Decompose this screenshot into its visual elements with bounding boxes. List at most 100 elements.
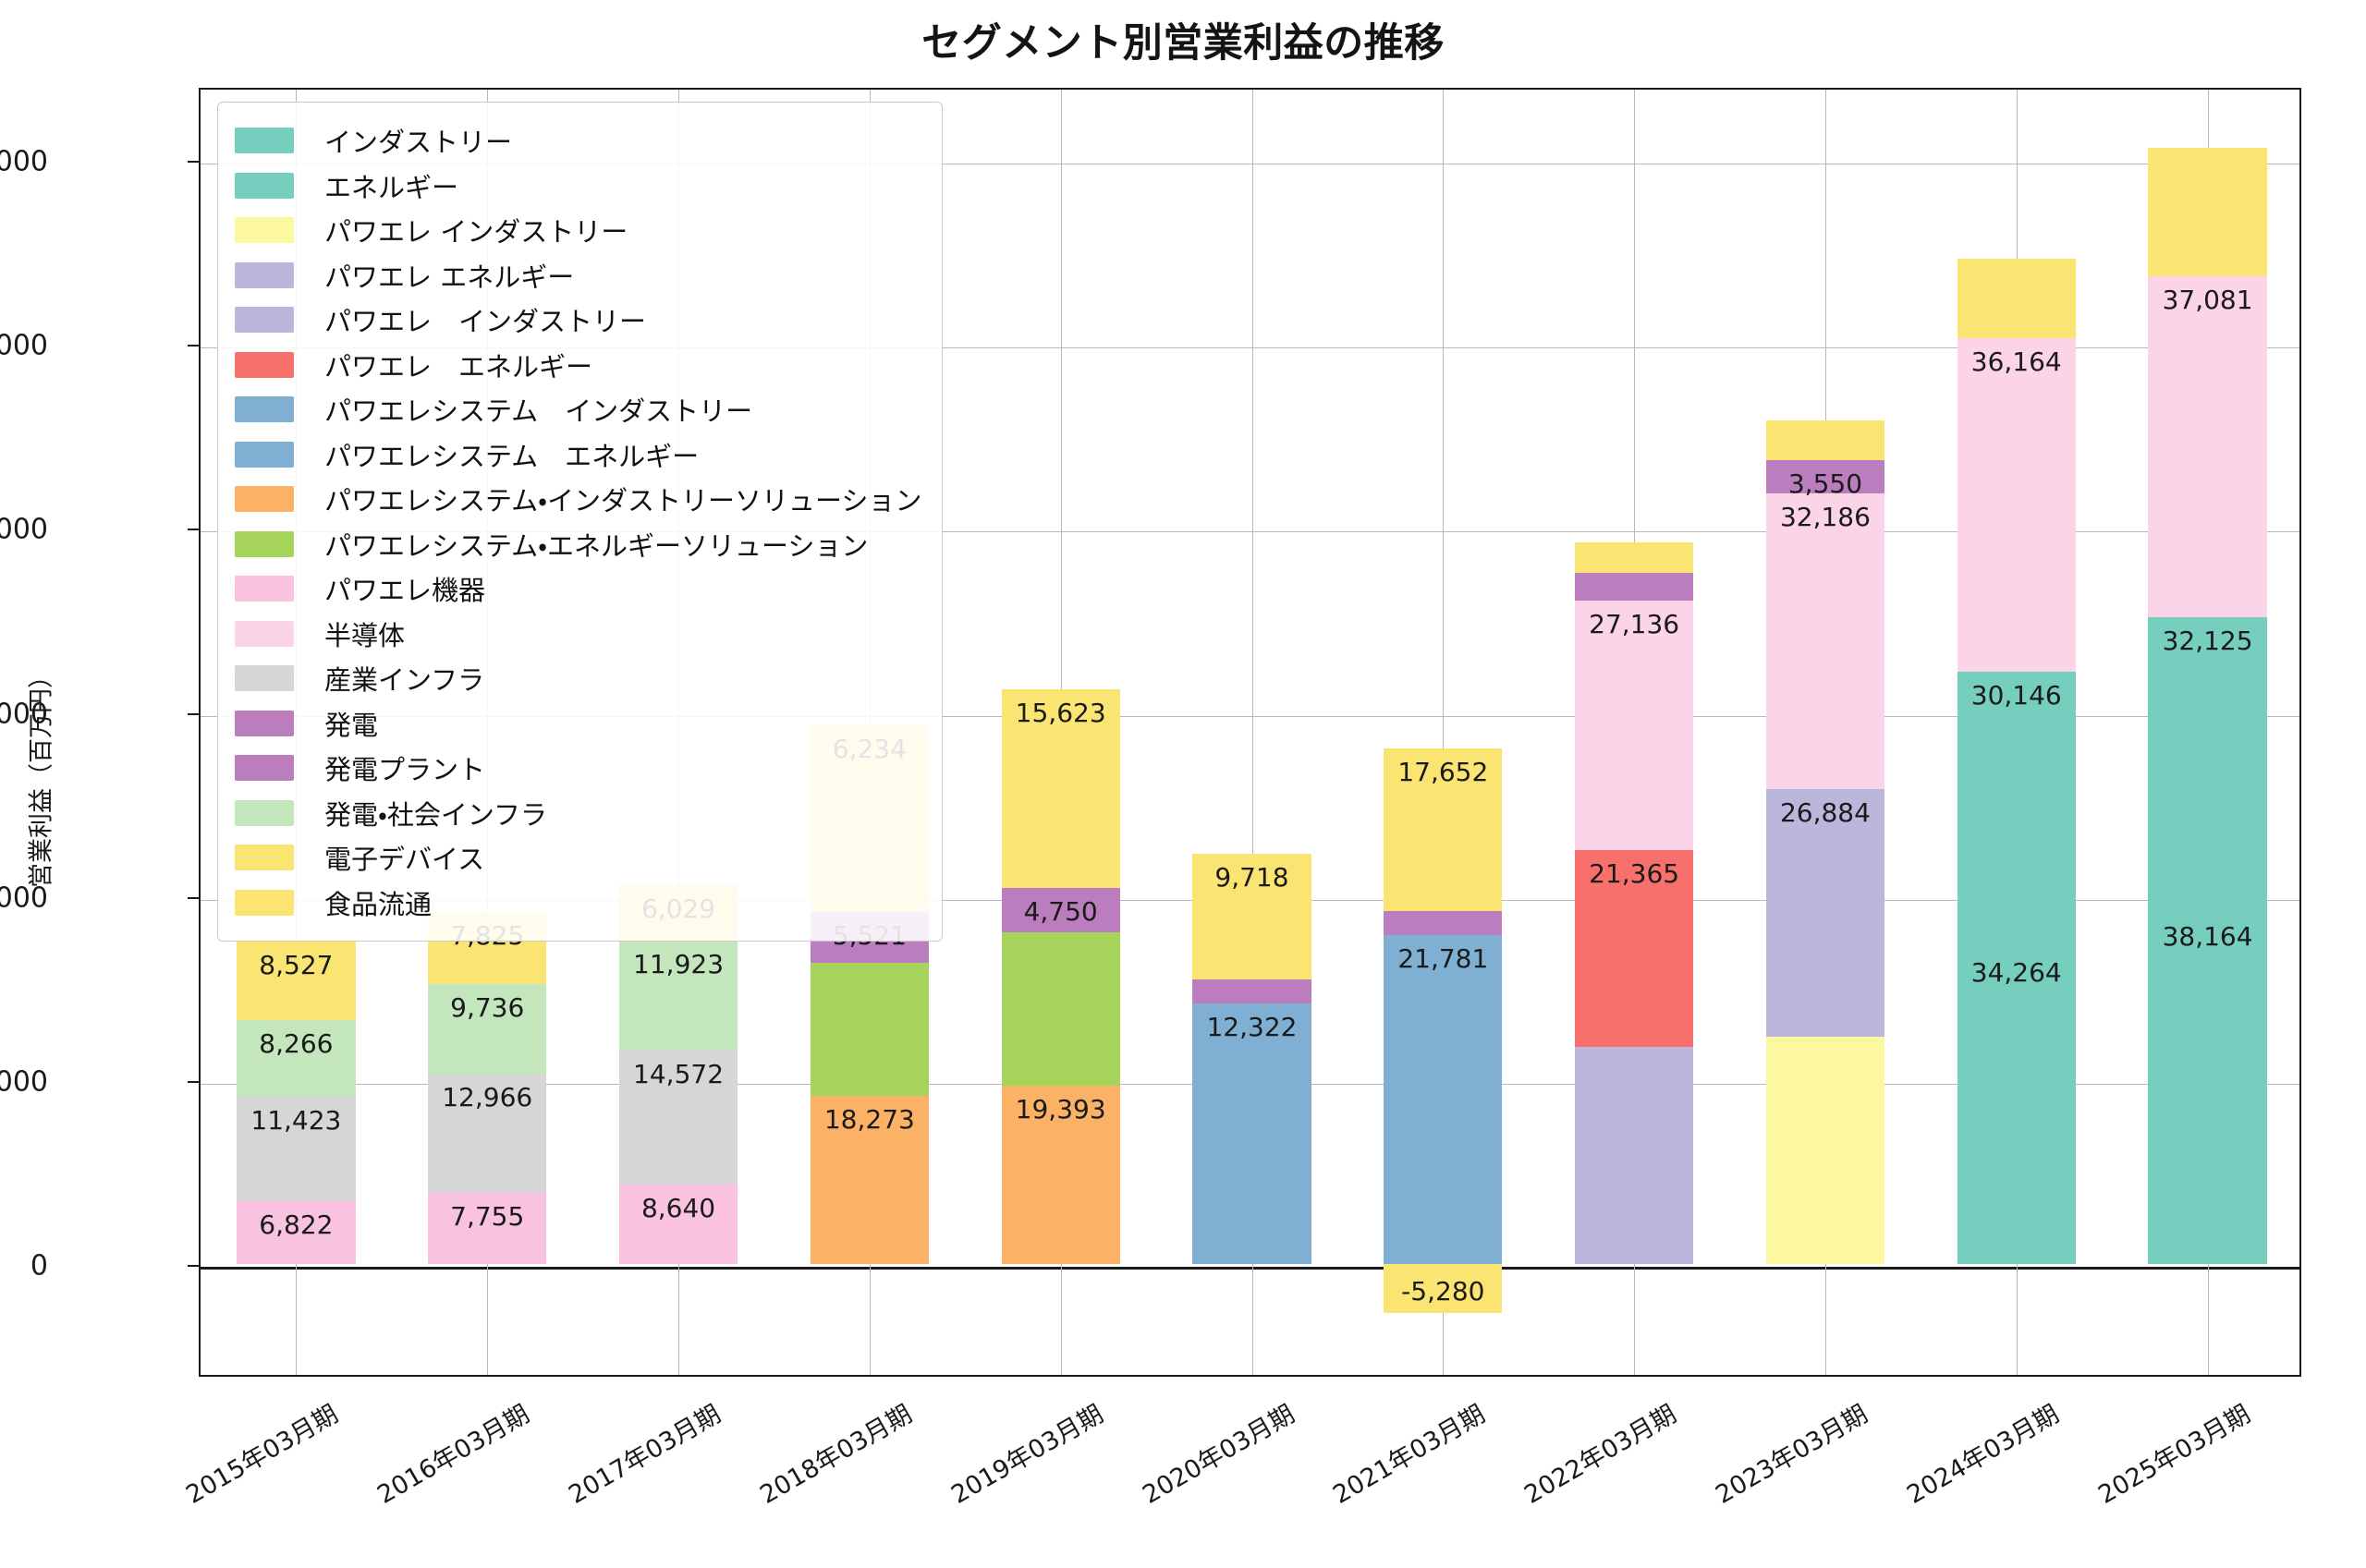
- bar-segment[interactable]: [2148, 275, 2267, 618]
- bar-value-label: 37,081: [2162, 284, 2253, 315]
- bar-stack[interactable]: 21,365 27,136: [1575, 86, 1694, 1375]
- bar-segment[interactable]: [1575, 1047, 1694, 1265]
- bar-segment[interactable]: [1575, 600, 1694, 851]
- bar-segment[interactable]: [1192, 1003, 1311, 1265]
- legend-item[interactable]: パワエレシステム インダストリー: [235, 387, 921, 432]
- bar-value-label: 15,623: [1015, 697, 1106, 728]
- bar-segment[interactable]: [1957, 338, 2076, 672]
- bar-segment[interactable]: [1384, 748, 1503, 911]
- legend-item[interactable]: 食品流通: [235, 881, 921, 926]
- bar-segment[interactable]: [1957, 258, 2076, 339]
- bar-segment[interactable]: [1765, 460, 1885, 493]
- legend-item[interactable]: パワエレシステム・エネルギーソリューション: [235, 522, 921, 567]
- bar-segment[interactable]: [1001, 888, 1120, 932]
- bar-segment[interactable]: [428, 983, 547, 1074]
- bar-segment[interactable]: [1384, 910, 1503, 935]
- bar-segment[interactable]: [237, 1201, 356, 1265]
- bar-segment[interactable]: [1765, 419, 1885, 461]
- bar-segment[interactable]: [618, 1051, 738, 1185]
- legend-item-label: 発電: [324, 709, 379, 741]
- bar-segment[interactable]: [1384, 934, 1503, 1265]
- bar-segment[interactable]: [2148, 913, 2267, 1265]
- bar-segment[interactable]: [2148, 148, 2267, 276]
- bar-segment[interactable]: [810, 963, 929, 1097]
- bar-segment[interactable]: [1575, 850, 1694, 1048]
- bar-segment[interactable]: [2148, 617, 2267, 914]
- bar-stack[interactable]: 6,822 11,423 8,266 8,527: [237, 86, 356, 1375]
- bar-segment[interactable]: [1001, 688, 1120, 889]
- x-tick-label: 2022年03月期: [1519, 1400, 1682, 1510]
- y-tick-mark: [188, 896, 199, 899]
- bar-segment[interactable]: [1765, 492, 1885, 790]
- legend-item[interactable]: パワエレ機器: [235, 566, 921, 612]
- bar-segment-negative[interactable]: [1384, 1264, 1503, 1314]
- legend-item-label: 発電プラント: [324, 754, 486, 786]
- y-axis-label: 営業利益（百万円）: [27, 663, 56, 888]
- bar-segment[interactable]: [1001, 931, 1120, 1087]
- bar-stack[interactable]: 12,322 9,718: [1192, 86, 1311, 1375]
- bar-segment[interactable]: [1765, 1037, 1885, 1265]
- bar-segment[interactable]: [237, 1020, 356, 1097]
- bar-value-label: 12,322: [1206, 1012, 1298, 1043]
- legend-item[interactable]: パワエレ エネルギー: [235, 343, 921, 388]
- x-tick-label: 2017年03月期: [564, 1400, 726, 1510]
- legend-item-label: パワエレシステム エネルギー: [324, 440, 700, 472]
- bar-segment[interactable]: [1957, 949, 2076, 1265]
- legend-item[interactable]: 産業インフラ: [235, 656, 921, 701]
- bar-value-label: 18,273: [823, 1104, 915, 1136]
- bar-value-label: 38,164: [2162, 921, 2253, 953]
- legend-color-swatch: [235, 889, 294, 916]
- bar-value-label: -5,280: [1401, 1276, 1485, 1307]
- legend-item[interactable]: インダストリー: [235, 118, 921, 164]
- bar-segment[interactable]: [1575, 573, 1694, 601]
- bar-value-label: 17,652: [1397, 757, 1489, 788]
- legend-item[interactable]: 発電プラント: [235, 746, 921, 791]
- legend-color-swatch: [235, 172, 294, 199]
- bar-stack[interactable]: 38,164 32,125 37,081: [2148, 86, 2267, 1375]
- bar-segment[interactable]: [428, 1193, 547, 1265]
- bar-segment[interactable]: [810, 1096, 929, 1265]
- bar-value-label: 6,822: [259, 1209, 334, 1241]
- bar-segment[interactable]: [618, 941, 738, 1051]
- legend-item[interactable]: 発電・社会インフラ: [235, 791, 921, 836]
- bar-value-label: 7,755: [450, 1201, 525, 1233]
- bar-stack[interactable]: 34,264 30,146 36,164: [1957, 86, 2076, 1375]
- legend-item[interactable]: エネルギー: [235, 164, 921, 209]
- legend-color-swatch: [235, 755, 294, 782]
- bar-stack[interactable]: 26,884 32,186 3,550: [1765, 86, 1885, 1375]
- bar-segment[interactable]: [428, 1073, 547, 1194]
- y-tick-mark: [188, 529, 199, 531]
- bar-segment[interactable]: [618, 1185, 738, 1265]
- y-gridline: [201, 715, 2299, 717]
- y-tick-label: 20,000: [0, 1065, 48, 1099]
- chart-legend: インダストリー エネルギー パワエレ インダストリー パワエレ エネルギー パワエレ イ…: [217, 102, 944, 942]
- bar-value-label: 26,884: [1779, 797, 1871, 829]
- bar-stack[interactable]: 19,393 4,750 15,623: [1001, 86, 1120, 1375]
- bar-segment[interactable]: [1765, 789, 1885, 1038]
- legend-item[interactable]: パワエレ エネルギー: [235, 253, 921, 298]
- bar-stack[interactable]: 21,781 17,652 -5,280: [1384, 86, 1503, 1375]
- bar-segment[interactable]: [237, 942, 356, 1021]
- y-tick-mark: [188, 345, 199, 346]
- legend-item[interactable]: 電子デバイス: [235, 835, 921, 881]
- y-tick-label: 60,000: [0, 698, 48, 731]
- legend-item[interactable]: パワエレシステム エネルギー: [235, 432, 921, 478]
- bar-value-label: 4,750: [1023, 896, 1098, 928]
- bar-segment[interactable]: [1192, 979, 1311, 1004]
- legend-item[interactable]: 半導体: [235, 612, 921, 657]
- x-tick-label: 2016年03月期: [372, 1400, 535, 1510]
- bar-segment[interactable]: [1575, 542, 1694, 574]
- legend-item[interactable]: パワエレ インダストリー: [235, 298, 921, 343]
- bar-segment[interactable]: [237, 1096, 356, 1202]
- bar-segment[interactable]: [1957, 671, 2076, 949]
- bar-segment[interactable]: [1192, 853, 1311, 980]
- bar-segment[interactable]: [1001, 1086, 1120, 1265]
- legend-item[interactable]: パワエレシステム・インダストリーソリューション: [235, 477, 921, 522]
- bar-value-label: 36,164: [1970, 346, 2062, 378]
- y-gridline: [201, 531, 2299, 533]
- legend-item[interactable]: 発電: [235, 701, 921, 747]
- legend-item[interactable]: パワエレ インダストリー: [235, 208, 921, 253]
- legend-color-swatch: [235, 530, 294, 557]
- x-tick-label: 2024年03月期: [1902, 1400, 2064, 1510]
